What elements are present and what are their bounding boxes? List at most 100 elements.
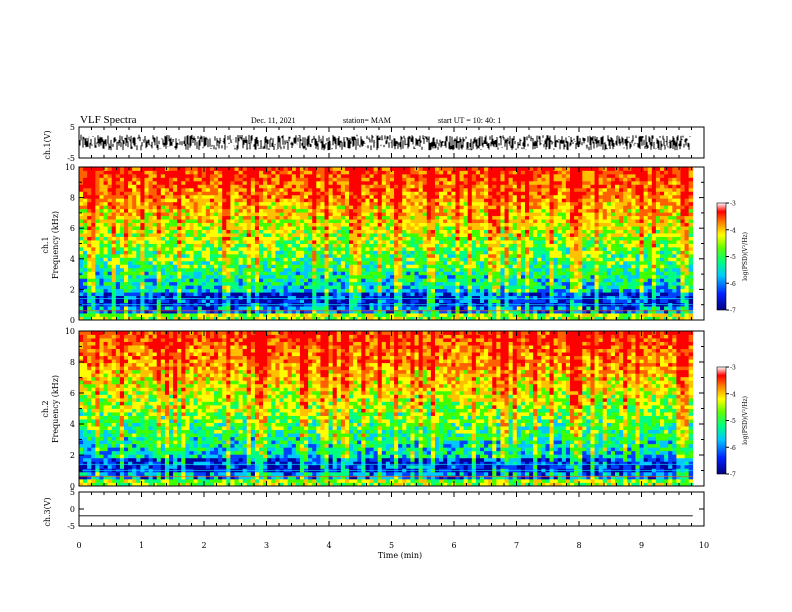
spectrogram-cell bbox=[299, 292, 305, 297]
spectrogram-cell bbox=[385, 313, 391, 317]
spectrogram-cell bbox=[83, 201, 88, 206]
spectrogram-cell bbox=[529, 222, 534, 227]
spectrogram-cell bbox=[398, 215, 403, 220]
spectrogram-cell bbox=[291, 173, 297, 178]
spectrogram-cell bbox=[512, 191, 518, 196]
spectrogram-cell bbox=[361, 180, 366, 185]
spectrogram-cell bbox=[308, 243, 313, 248]
spectrogram-cell bbox=[324, 274, 329, 279]
spectrogram-cell bbox=[201, 205, 207, 210]
spectrogram-cell bbox=[385, 222, 391, 227]
spectrogram-cell bbox=[381, 219, 387, 224]
spectrogram-cell bbox=[238, 243, 244, 248]
spectrogram-cell bbox=[455, 299, 460, 304]
spectrogram-cell bbox=[209, 208, 215, 213]
spectrogram-cell bbox=[496, 205, 501, 210]
spectrogram-cell bbox=[263, 208, 268, 213]
spectrogram-cell bbox=[308, 170, 313, 175]
spectrogram-cell bbox=[136, 309, 141, 314]
spectrogram-cell bbox=[218, 205, 223, 210]
spectrogram-cell bbox=[508, 167, 514, 171]
spectrogram-cell bbox=[418, 253, 424, 258]
spectrogram-cell bbox=[119, 229, 125, 234]
spectrogram-cell bbox=[279, 299, 284, 304]
spectrogram-cell bbox=[254, 212, 260, 217]
spectrogram-cell bbox=[128, 215, 133, 220]
spectrogram-cell bbox=[451, 198, 456, 203]
spectrogram-cell bbox=[91, 177, 96, 182]
spectrogram-cell bbox=[209, 285, 215, 290]
spectrogram-cell bbox=[508, 267, 514, 272]
spectrogram-cell bbox=[369, 313, 374, 317]
spectrogram-cell bbox=[271, 170, 276, 175]
spectrogram-cell bbox=[402, 173, 407, 178]
spectrogram-cell bbox=[377, 222, 383, 227]
spectrogram-cell bbox=[471, 191, 477, 196]
spectrogram-cell bbox=[205, 292, 211, 297]
spectrogram-cell bbox=[512, 240, 518, 244]
spectrogram-cell bbox=[520, 222, 526, 227]
spectrogram-cell bbox=[304, 292, 309, 297]
spectrogram-cell bbox=[140, 233, 145, 237]
spectrogram-cell bbox=[238, 257, 244, 262]
spectrogram-cell bbox=[197, 285, 203, 290]
spectrogram-cell bbox=[447, 288, 452, 293]
spectrogram-cell bbox=[279, 250, 284, 255]
spectrogram-cell bbox=[488, 170, 493, 175]
spectrogram-cell bbox=[140, 243, 145, 248]
spectrogram-cell bbox=[242, 243, 248, 248]
spectrogram-cell bbox=[111, 281, 117, 286]
spectrogram-cell bbox=[119, 285, 125, 290]
spectrogram-cell bbox=[291, 306, 297, 310]
spectrogram-cell bbox=[181, 226, 186, 230]
spectrogram-cell bbox=[304, 236, 309, 241]
spectrogram-cell bbox=[254, 215, 260, 220]
spectrogram-cell bbox=[291, 313, 297, 317]
spectrogram-cell bbox=[197, 233, 203, 237]
spectrogram-cell bbox=[467, 187, 473, 192]
spectrogram-cell bbox=[434, 229, 440, 234]
spectrogram-cell bbox=[140, 180, 145, 185]
spectrogram-cell bbox=[410, 299, 415, 304]
spectrogram-cell bbox=[353, 295, 358, 300]
spectrogram-cell bbox=[91, 243, 96, 248]
spectrogram-cell bbox=[516, 233, 522, 237]
spectrogram-cell bbox=[508, 194, 514, 199]
spectrogram-cell bbox=[79, 309, 84, 314]
spectrogram-cell bbox=[324, 191, 329, 196]
spectrogram-cell bbox=[209, 292, 215, 297]
spectrogram-cell bbox=[349, 201, 354, 206]
spectrogram-cell bbox=[156, 313, 162, 317]
spectrogram-cell bbox=[471, 226, 477, 230]
spectrogram-cell bbox=[516, 313, 522, 317]
spectrogram-cell bbox=[426, 306, 432, 310]
spectrogram-cell bbox=[394, 240, 399, 244]
spectrogram-cell bbox=[365, 299, 370, 304]
spectrogram-cell bbox=[479, 281, 485, 286]
spectrogram-cell bbox=[430, 208, 436, 213]
spectrogram-cell bbox=[189, 264, 194, 269]
spectrogram-cell bbox=[144, 292, 149, 297]
spectrogram-cell bbox=[242, 306, 248, 310]
spectrogram-cell bbox=[414, 177, 420, 182]
spectrogram-cell bbox=[394, 222, 399, 227]
spectrogram-cell bbox=[406, 194, 411, 199]
spectrogram-cell bbox=[349, 271, 354, 276]
spectrogram-cell bbox=[103, 267, 109, 272]
spectrogram-cell bbox=[193, 198, 199, 203]
spectrogram-cell bbox=[271, 250, 276, 255]
spectrogram-cell bbox=[173, 313, 178, 317]
spectrogram-cell bbox=[173, 226, 178, 230]
spectrogram-cell bbox=[128, 191, 133, 196]
spectrogram-cell bbox=[434, 187, 440, 192]
spectrogram-cell bbox=[434, 233, 440, 237]
spectrogram-cell bbox=[410, 292, 415, 297]
spectrogram-cell bbox=[377, 205, 383, 210]
spectrogram-cell bbox=[267, 180, 272, 185]
spectrogram-cell bbox=[267, 191, 272, 196]
spectrogram-cell bbox=[197, 306, 203, 310]
spectrogram-cell bbox=[136, 201, 141, 206]
spectrogram-cell bbox=[500, 295, 505, 300]
spectrogram-cell bbox=[263, 257, 268, 262]
spectrogram-cell bbox=[410, 184, 415, 189]
